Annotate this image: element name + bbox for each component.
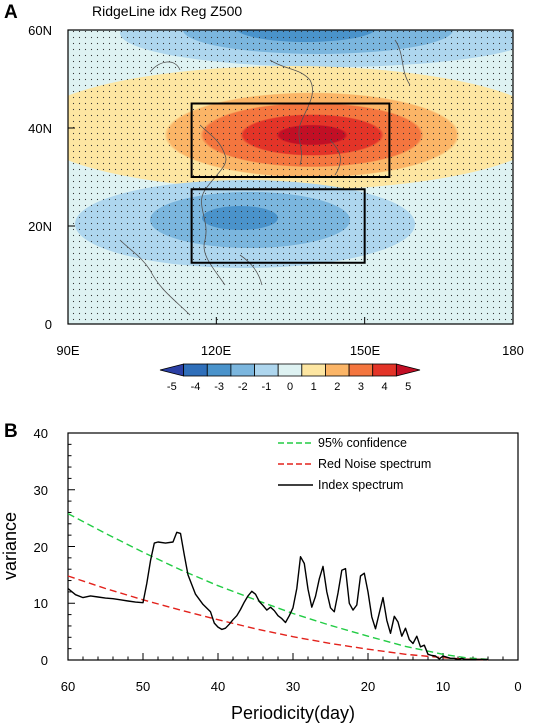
map-axes — [67, 29, 514, 325]
legend-label-confidence: 95% confidence — [318, 436, 407, 450]
map-x-tick-label: 120E — [201, 343, 232, 358]
map-y-tick-label: 40N — [28, 121, 52, 136]
region-boxes — [190, 102, 391, 264]
spectrum-x-tick-label: 30 — [286, 679, 300, 694]
legend-label-red-noise: Red Noise spectrum — [318, 457, 431, 471]
colorbar-swatch — [372, 363, 397, 377]
colorbar-swatch — [183, 363, 208, 377]
confidence-line — [67, 512, 489, 661]
colorbar-label: 2 — [334, 381, 340, 393]
colorbar-swatch — [301, 363, 326, 377]
colorbar-label: 5 — [405, 381, 411, 393]
region-box — [190, 188, 366, 264]
colorbar-label: 1 — [311, 381, 317, 393]
spectrum-x-tick-label: 40 — [211, 679, 225, 694]
colorbar-swatch — [159, 363, 185, 377]
map-y-tick-label: 0 — [45, 317, 52, 332]
colorbar-label: -2 — [238, 381, 248, 393]
spectrum-x-tick-label: 50 — [136, 679, 150, 694]
colorbar-swatch — [325, 363, 350, 377]
spectrum-x-tick-label: 0 — [514, 679, 521, 694]
panel-b: B 60 50 40 30 20 10 0 0 10 20 30 40 Peri… — [0, 421, 522, 723]
panel-a-label: A — [4, 2, 18, 23]
spectrum-y-tick-label: 0 — [41, 653, 48, 668]
y-axis-label: variance — [0, 512, 20, 580]
panel-a: A RidgeLine idx Reg Z500 90E 120E — [4, 2, 524, 393]
x-axis-label: Periodicity(day) — [231, 703, 355, 723]
spectrum-y-tick-label: 10 — [34, 596, 48, 611]
colorbar-swatch — [348, 363, 374, 377]
colorbar-label: -4 — [191, 381, 201, 393]
legend: 95% confidence Red Noise spectrum Index … — [278, 436, 431, 492]
colorbar-swatch — [395, 363, 421, 377]
colorbar-swatch — [254, 363, 279, 377]
map-field — [68, 30, 513, 324]
spectrum-series — [67, 512, 489, 661]
map-frame — [67, 29, 514, 325]
colorbar-label: -5 — [167, 381, 177, 393]
colorbar-swatch — [230, 363, 255, 377]
region-box — [190, 102, 391, 178]
colorbar-label: 3 — [358, 381, 364, 393]
colorbar-label: 4 — [381, 381, 387, 393]
map-x-tick-label: 150E — [350, 343, 381, 358]
panel-b-label: B — [4, 421, 18, 442]
colorbar: -5 -4 -3 -2 -1 0 1 2 3 4 5 — [159, 363, 421, 393]
spectrum-x-tick-label: 20 — [361, 679, 375, 694]
colorbar-label: -1 — [261, 381, 271, 393]
spectrum-y-tick-labels: 0 10 20 30 40 — [34, 426, 48, 668]
index-spectrum-line — [67, 531, 488, 661]
spectrum-x-tick-label: 60 — [61, 679, 75, 694]
map-x-tick-label: 90E — [56, 343, 79, 358]
colorbar-swatch — [206, 363, 232, 377]
colorbar-label: -3 — [214, 381, 224, 393]
colorbar-label: 0 — [287, 381, 293, 393]
spectrum-x-tick-labels: 60 50 40 30 20 10 0 — [61, 679, 522, 694]
map-x-tick-labels: 90E 120E 150E 180 — [56, 343, 523, 358]
spectrum-x-tick-label: 10 — [436, 679, 450, 694]
map-y-tick-label: 20N — [28, 219, 52, 234]
map-x-tick-label: 180 — [502, 343, 524, 358]
colorbar-swatch — [277, 363, 303, 377]
spectrum-y-tick-label: 40 — [34, 426, 48, 441]
spectrum-y-tick-label: 20 — [34, 540, 48, 555]
map-title: RidgeLine idx Reg Z500 — [92, 3, 242, 19]
spectrum-axes — [67, 432, 519, 661]
spectrum-y-tick-label: 30 — [34, 483, 48, 498]
legend-label-index: Index spectrum — [318, 478, 403, 492]
map-y-tick-label: 60N — [28, 23, 52, 38]
plot-frame — [67, 432, 519, 661]
map-y-tick-labels: 0 20N 40N 60N — [28, 23, 52, 332]
